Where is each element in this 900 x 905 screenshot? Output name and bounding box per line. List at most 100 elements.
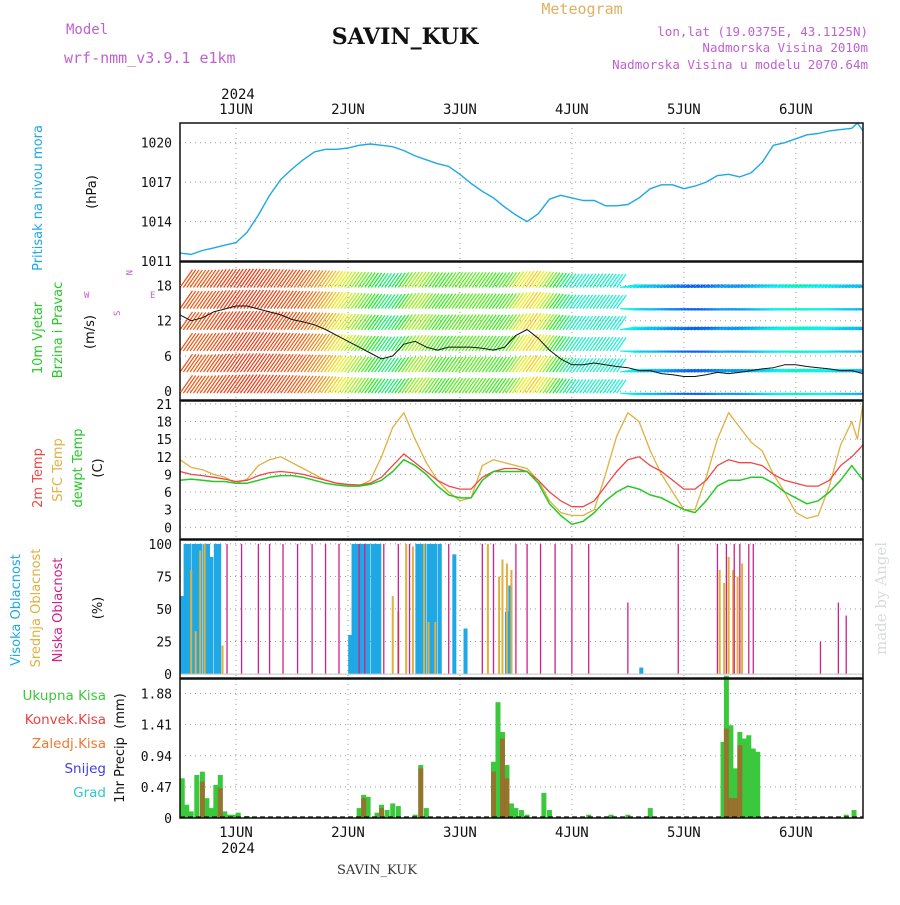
- wind-vector: [290, 375, 304, 394]
- wind-vector: [582, 336, 594, 352]
- wind-vector: [303, 333, 317, 352]
- wind-vector: [367, 378, 379, 394]
- wind-vector: [330, 270, 344, 288]
- wind-vector: [508, 313, 521, 331]
- wind-vector: [206, 269, 220, 288]
- mid-cloud-bar: [486, 543, 489, 675]
- wind-vector: [213, 353, 227, 373]
- wind-vector: [572, 273, 584, 288]
- wind-vector: [317, 270, 331, 288]
- wind-vector: [562, 336, 574, 352]
- y-tick-label: 18: [156, 416, 172, 431]
- wind-vector: [270, 374, 284, 394]
- total-precip-bar: [625, 814, 631, 818]
- wind-vector: [572, 379, 584, 394]
- wind-vector: [579, 336, 590, 352]
- wind-vector: [485, 335, 497, 352]
- wind-vector: [599, 379, 610, 394]
- wind-vector: [266, 268, 281, 288]
- wind-vector: [424, 293, 437, 309]
- wind-vector: [337, 334, 350, 352]
- wind-vector: [350, 377, 363, 394]
- wind-vector: [381, 294, 392, 309]
- wind-vector: [407, 356, 420, 373]
- legend-frozen-rain: Zaledj.Kisa: [32, 736, 106, 752]
- wind-vector: [180, 290, 193, 309]
- wind-vector: [585, 315, 597, 331]
- wind-vector: [387, 293, 399, 309]
- wind-vector: [192, 333, 207, 352]
- wind-vector: [404, 314, 417, 331]
- total-precip-bar: [423, 808, 429, 818]
- wind-vector: [350, 356, 363, 373]
- wind-vector: [320, 376, 334, 394]
- wind-vector: [313, 354, 327, 373]
- low-cloud-bar: [282, 543, 284, 675]
- wind-vector: [606, 273, 617, 288]
- wind-vector: [186, 311, 200, 331]
- wind-vector: [236, 374, 251, 394]
- wind-vector: [518, 292, 532, 309]
- wind-vector: [475, 314, 487, 331]
- wind-vector: [320, 270, 334, 288]
- low-cloud-bar: [716, 543, 719, 675]
- y-tick-label: 1.88: [141, 688, 172, 703]
- y-tick-label: 0: [164, 521, 172, 536]
- low-cloud-bar: [837, 602, 840, 675]
- wind-vector: [323, 355, 337, 373]
- wind-vector: [569, 336, 580, 352]
- wind-vector: [858, 328, 863, 331]
- wind-vector: [260, 374, 274, 394]
- wind-vector: [320, 312, 334, 331]
- legend-snow: Snijeg: [64, 761, 106, 777]
- low-cloud-bar: [492, 543, 495, 675]
- wind-vector: [394, 272, 406, 288]
- wind-vector: [596, 294, 607, 309]
- wind-vector: [858, 350, 863, 352]
- wind-vector: [293, 269, 307, 288]
- wind-vector: [354, 377, 366, 394]
- wind-vector: [260, 268, 274, 288]
- wind-vector: [444, 377, 457, 394]
- wind-vector: [216, 374, 231, 394]
- wind-vector: [468, 356, 480, 373]
- wind-vector: [542, 292, 555, 309]
- high-cloud-bar: [463, 628, 468, 675]
- wind-vector: [280, 332, 294, 352]
- wind-vector: [266, 374, 281, 394]
- wind-vector: [488, 356, 501, 373]
- wind-vector: [451, 271, 464, 288]
- low-cloud-bar: [725, 543, 728, 675]
- wind-vector: [421, 314, 434, 331]
- wind-vector: [180, 374, 193, 394]
- conv-precip-bar: [737, 745, 743, 818]
- pressure-ylabel: Pritisak na nivou mora: [31, 125, 46, 271]
- footer-station: SAVIN_KUK: [337, 863, 417, 878]
- wind-vector: [327, 376, 340, 394]
- wind-vector: [616, 379, 627, 394]
- cloud-unit: (%): [91, 597, 106, 620]
- elevation-text: Nadmorska Visina 2010m: [702, 40, 868, 55]
- wind-vector: [233, 353, 248, 373]
- wind-vector: [391, 336, 403, 352]
- wind-vector: [572, 315, 584, 331]
- wind-vector: [344, 313, 357, 331]
- station-title: SAVIN_KUK: [332, 24, 479, 50]
- wind-vector: [525, 312, 539, 331]
- wind-vector: [317, 375, 331, 394]
- wind-vector: [266, 332, 281, 352]
- wind-vector: [276, 353, 291, 373]
- wind-vector: [465, 293, 477, 309]
- wind-vector: [229, 268, 244, 288]
- total-precip-bar: [513, 808, 519, 818]
- total-precip-bar: [728, 725, 734, 818]
- wind-vector: [357, 293, 370, 309]
- wind-vector: [528, 270, 542, 288]
- wind-vector: [522, 376, 535, 394]
- wind-vector: [582, 294, 594, 309]
- wind-vector: [596, 315, 607, 331]
- wind-vector: [592, 273, 604, 288]
- wind-vector: [226, 332, 241, 352]
- mid-cloud-bar: [199, 550, 202, 675]
- wind-vector: [310, 375, 324, 394]
